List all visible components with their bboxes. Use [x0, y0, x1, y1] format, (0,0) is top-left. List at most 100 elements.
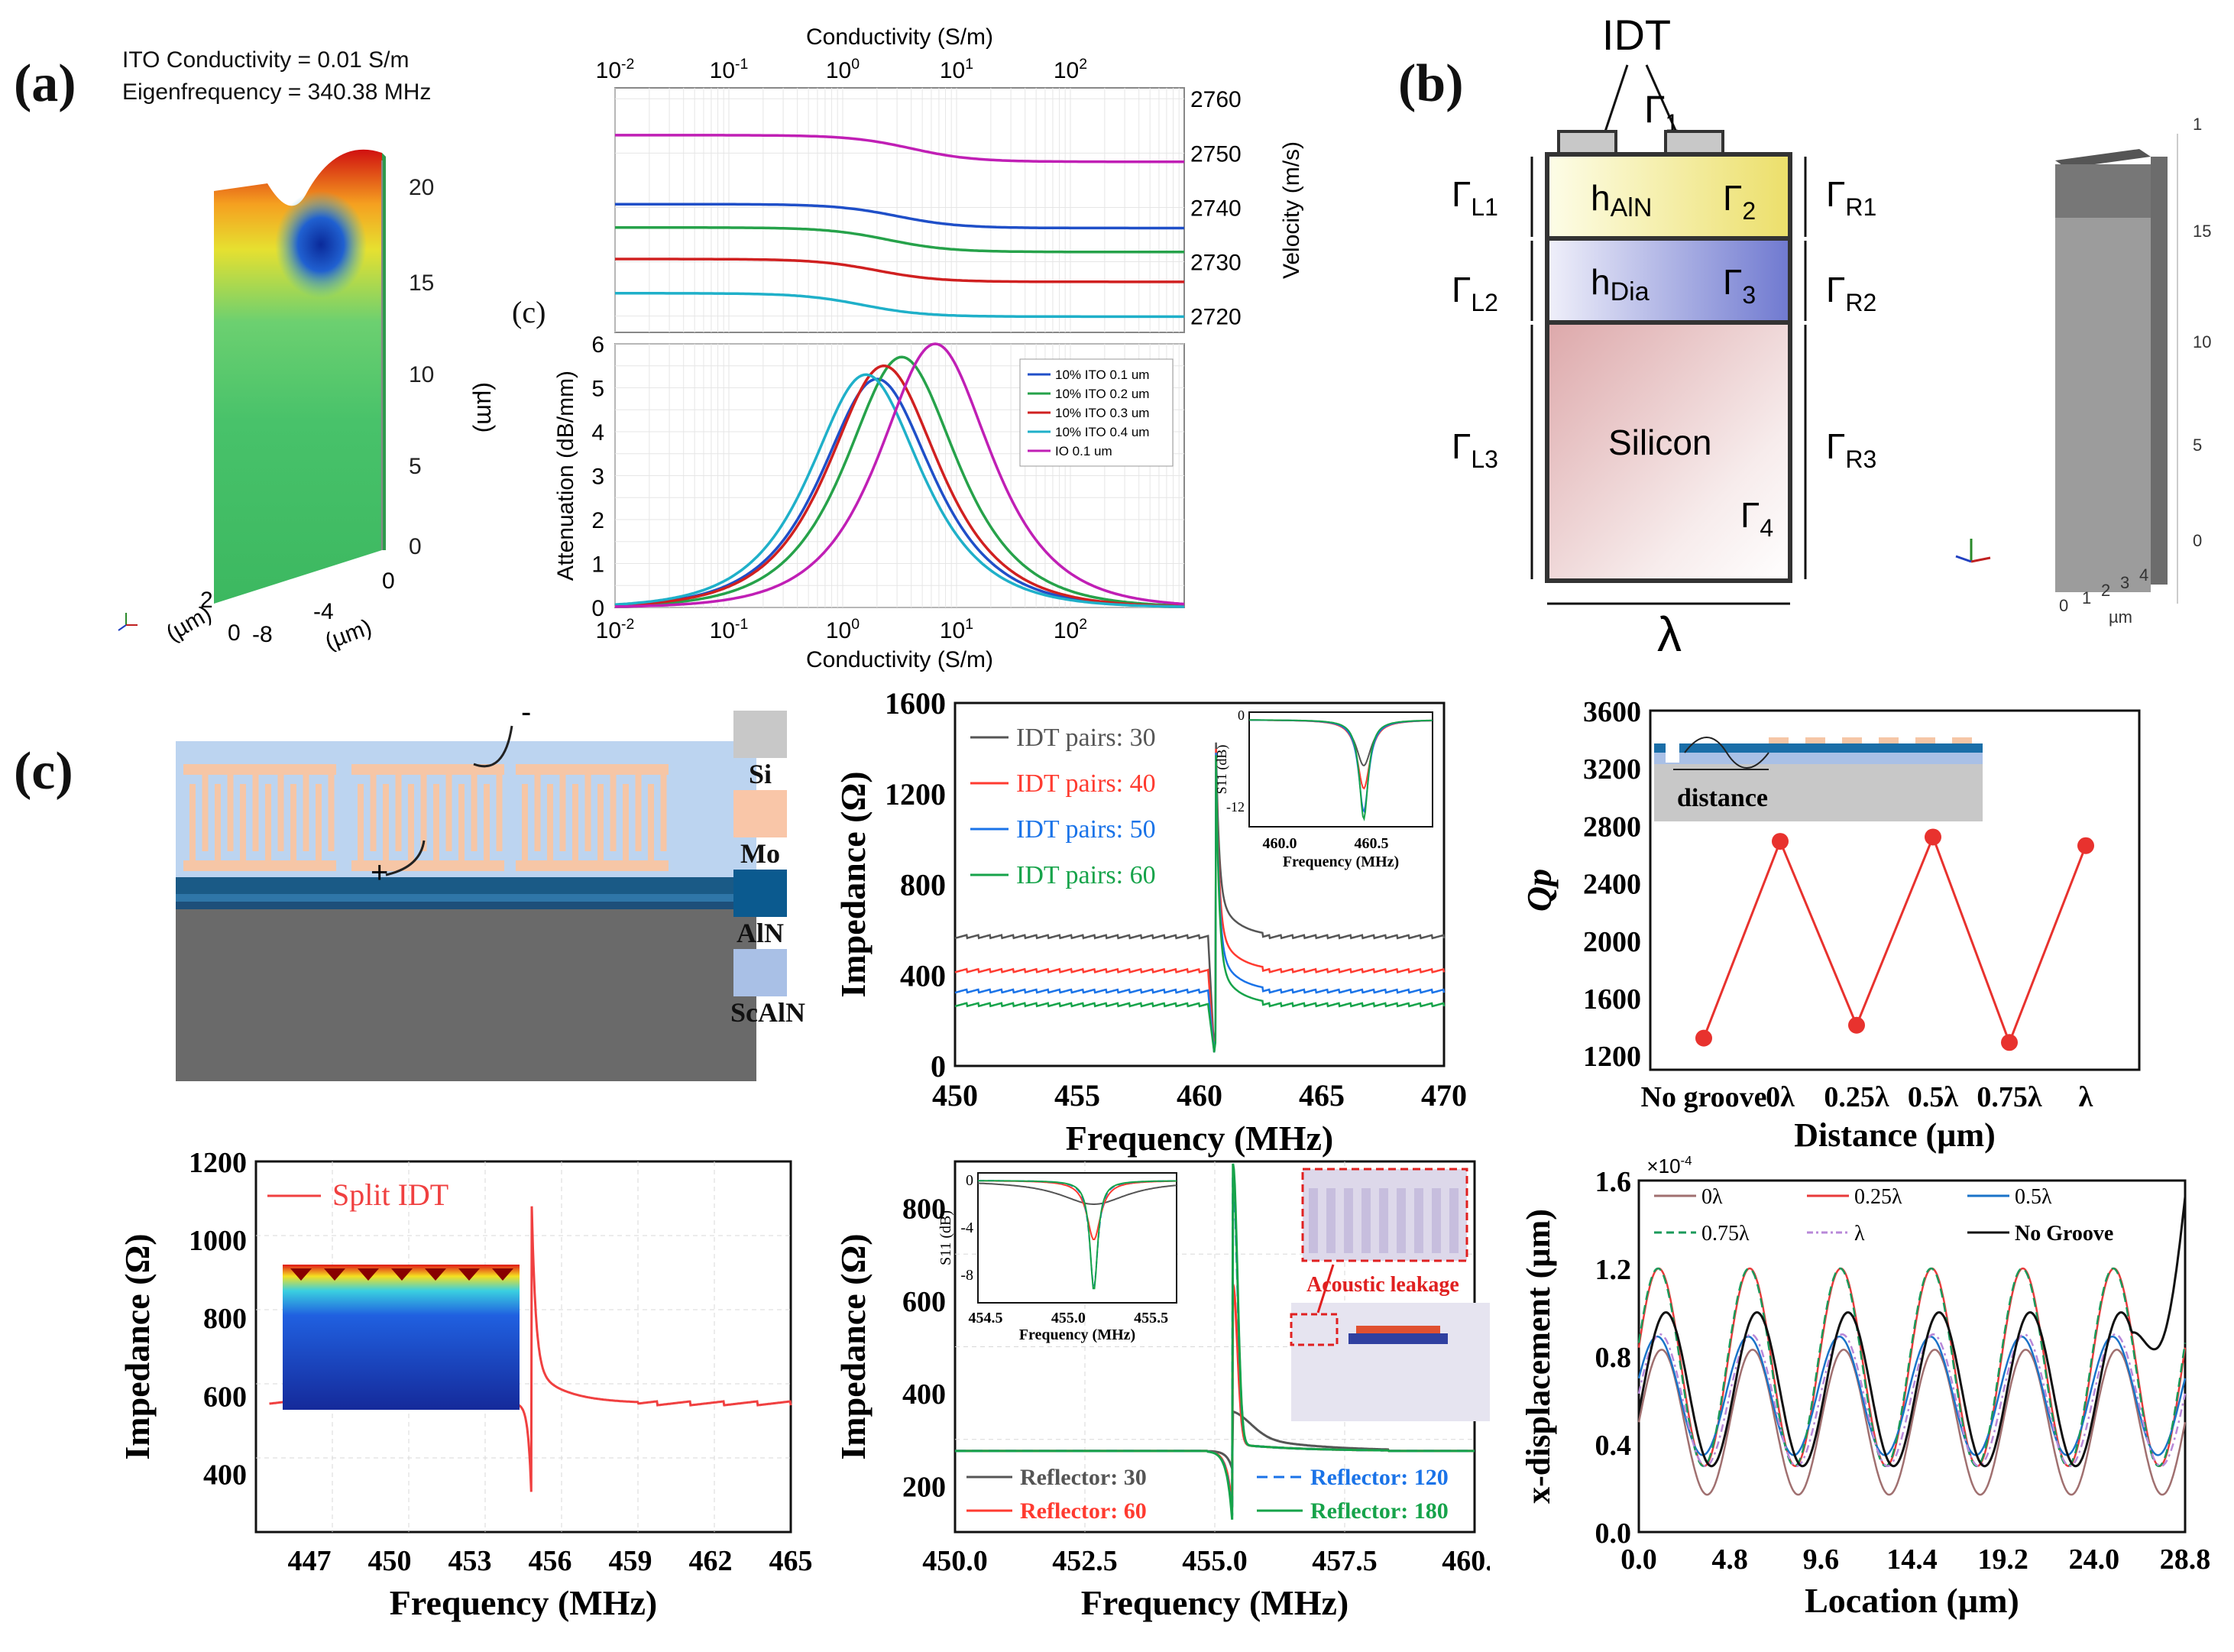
idt-x-tick: 450	[932, 1078, 978, 1113]
qp-y-tick: 3600	[1583, 696, 1641, 728]
idt-finger	[471, 775, 478, 851]
idt-finger	[635, 775, 642, 851]
legend-mo-swatch	[733, 790, 787, 837]
panel-a-z-label: (µm)	[472, 382, 500, 432]
idt-finger	[484, 784, 490, 860]
qp-inset-groove	[1666, 743, 1679, 763]
idt-finger	[433, 784, 439, 860]
block-ticks: 1 15 10 5 0 0 1 2 3 4 µm	[2059, 115, 2211, 627]
idt-inset-y-tick: -12	[1226, 799, 1245, 815]
idt-finger	[660, 775, 667, 851]
split-x-tick: 465	[769, 1545, 813, 1577]
disp-x-tick: 28.8	[2160, 1543, 2211, 1576]
split-plot-frame	[254, 1160, 792, 1534]
idt-finger	[584, 775, 591, 851]
idt-series-IDT pairs: 60	[954, 755, 1446, 1053]
reflector-inset-x-tick: 454.5	[969, 1310, 1003, 1326]
block-unit: µm	[2109, 607, 2132, 627]
legend-mo: Mo	[740, 838, 780, 869]
split-legend-entry: Split IDT	[332, 1177, 448, 1212]
legend-si: Si	[748, 759, 772, 789]
qp-inset-scaln	[1654, 753, 1983, 764]
reflector-inset-y-tick: -4	[960, 1220, 973, 1236]
block-base-tick: 1	[2082, 588, 2091, 607]
h-dia-label: hDia	[1591, 262, 1650, 306]
reflector-chart: Reflector: 30 Reflector: 60 Reflector: 120…	[834, 1160, 1509, 1622]
idt-finger	[265, 784, 271, 860]
split-y-label: Impedance (Ω)	[118, 1233, 157, 1459]
velocity-y-tick: 2760	[1190, 87, 1242, 112]
material-legend: Si Mo AlN ScAlN	[718, 711, 825, 1028]
reflector-inset-series	[978, 1180, 1177, 1290]
layer-diamond	[1545, 236, 1792, 325]
velocity-x-tick: 10-1	[710, 56, 749, 83]
idt-finger	[445, 775, 452, 851]
disp-y-tick: 0.8	[1595, 1342, 1632, 1374]
idt-finger	[395, 775, 402, 851]
gamma-r2: ΓR2	[1826, 270, 1876, 316]
velocity-y-tick: 2720	[1190, 305, 1242, 330]
split-x-tick: 453	[448, 1545, 492, 1577]
split-x-tick: 447	[288, 1545, 332, 1577]
idt-legend-entry: IDT pairs: 50	[1016, 815, 1156, 844]
idt-inset-x-tick: 460.0	[1263, 835, 1297, 852]
disp-legend-entry: No Groove	[2015, 1222, 2113, 1245]
attenuation-x-tick: 101	[940, 616, 973, 643]
panel-a-x-tick: -4	[313, 599, 334, 624]
gamma3-label: Γ3	[1723, 262, 1756, 309]
idt-inset-frame	[1248, 711, 1433, 828]
leakage-stripe	[1344, 1188, 1353, 1253]
idt-finger	[597, 784, 604, 860]
qp-inset-electrode	[1842, 737, 1862, 743]
reflector-y-label: Impedance (Ω)	[834, 1233, 873, 1459]
velocity-y-label: Velocity (m/s)	[1279, 141, 1304, 279]
qp-inset-substrate	[1654, 764, 1983, 821]
gamma4-label: Γ4	[1740, 495, 1773, 542]
idt-finger	[252, 775, 259, 851]
split-x-tick: 456	[529, 1545, 572, 1577]
disp-x-tick: 24.0	[2069, 1543, 2120, 1576]
idt-series-IDT pairs: 50	[954, 753, 1446, 1053]
idt-finger	[534, 775, 541, 851]
reflector-y-tick: 800	[902, 1194, 946, 1226]
panel-a-eigenfrequency: Eigenfrequency = 340.38 MHz	[122, 79, 432, 105]
panel-a: ITO Conductivity = 0.01 S/m Eigenfrequen…	[0, 0, 535, 672]
qp-x-tick: 0.5λ	[1908, 1081, 1959, 1113]
leakage-stripe	[1397, 1188, 1406, 1253]
reflector-inset-y-tick: -8	[960, 1267, 973, 1284]
reflector-legend-entry: Reflector: 30	[1020, 1465, 1147, 1490]
velocity-y-tick: 2750	[1190, 141, 1242, 167]
disp-x-tick: 19.2	[1977, 1543, 2028, 1576]
legend-si-swatch	[733, 711, 787, 758]
attenuation-y-tick: 0	[591, 596, 604, 621]
block-tick: 5	[2193, 436, 2202, 455]
idt-finger	[328, 775, 335, 851]
qp-point	[2077, 837, 2094, 854]
idt-electrode-left	[1557, 130, 1617, 156]
disp-legend-entry: 0.5λ	[2015, 1185, 2052, 1209]
idt-y-tick: 1200	[885, 777, 946, 811]
disp-legend-entry: λ	[1854, 1222, 1865, 1245]
idt-finger	[383, 784, 389, 860]
attenuation-x-tick: 10-2	[596, 616, 635, 643]
split-x-tick: 462	[689, 1545, 733, 1577]
disp-legend-entry: 0.25λ	[1854, 1185, 1902, 1209]
attenuation-legend-entry: 10% ITO 0.4 um	[1055, 425, 1149, 439]
idt-busbar-top	[351, 764, 504, 775]
split-idt-chart: Split IDT 447 450 453 456 459 462 465 400 600 800 1…	[118, 1147, 813, 1622]
split-field-node	[358, 1268, 379, 1281]
leakage-hot	[1356, 1326, 1440, 1333]
split-field-node	[425, 1268, 446, 1281]
disp-x-label: Location (µm)	[1805, 1581, 2019, 1620]
idt-finger	[227, 775, 234, 851]
disp-series-λ	[1637, 1333, 2187, 1467]
legend-aln: AlN	[737, 918, 784, 948]
disp-plot-frame	[1637, 1179, 2187, 1534]
reflector-y-tick: 400	[902, 1378, 946, 1411]
split-field-node	[458, 1268, 480, 1281]
split-y-tick: 800	[203, 1303, 247, 1335]
velocity-x-tick: 102	[1054, 56, 1087, 83]
layer-aln	[1545, 152, 1792, 241]
axis-triad-icon	[118, 613, 138, 631]
